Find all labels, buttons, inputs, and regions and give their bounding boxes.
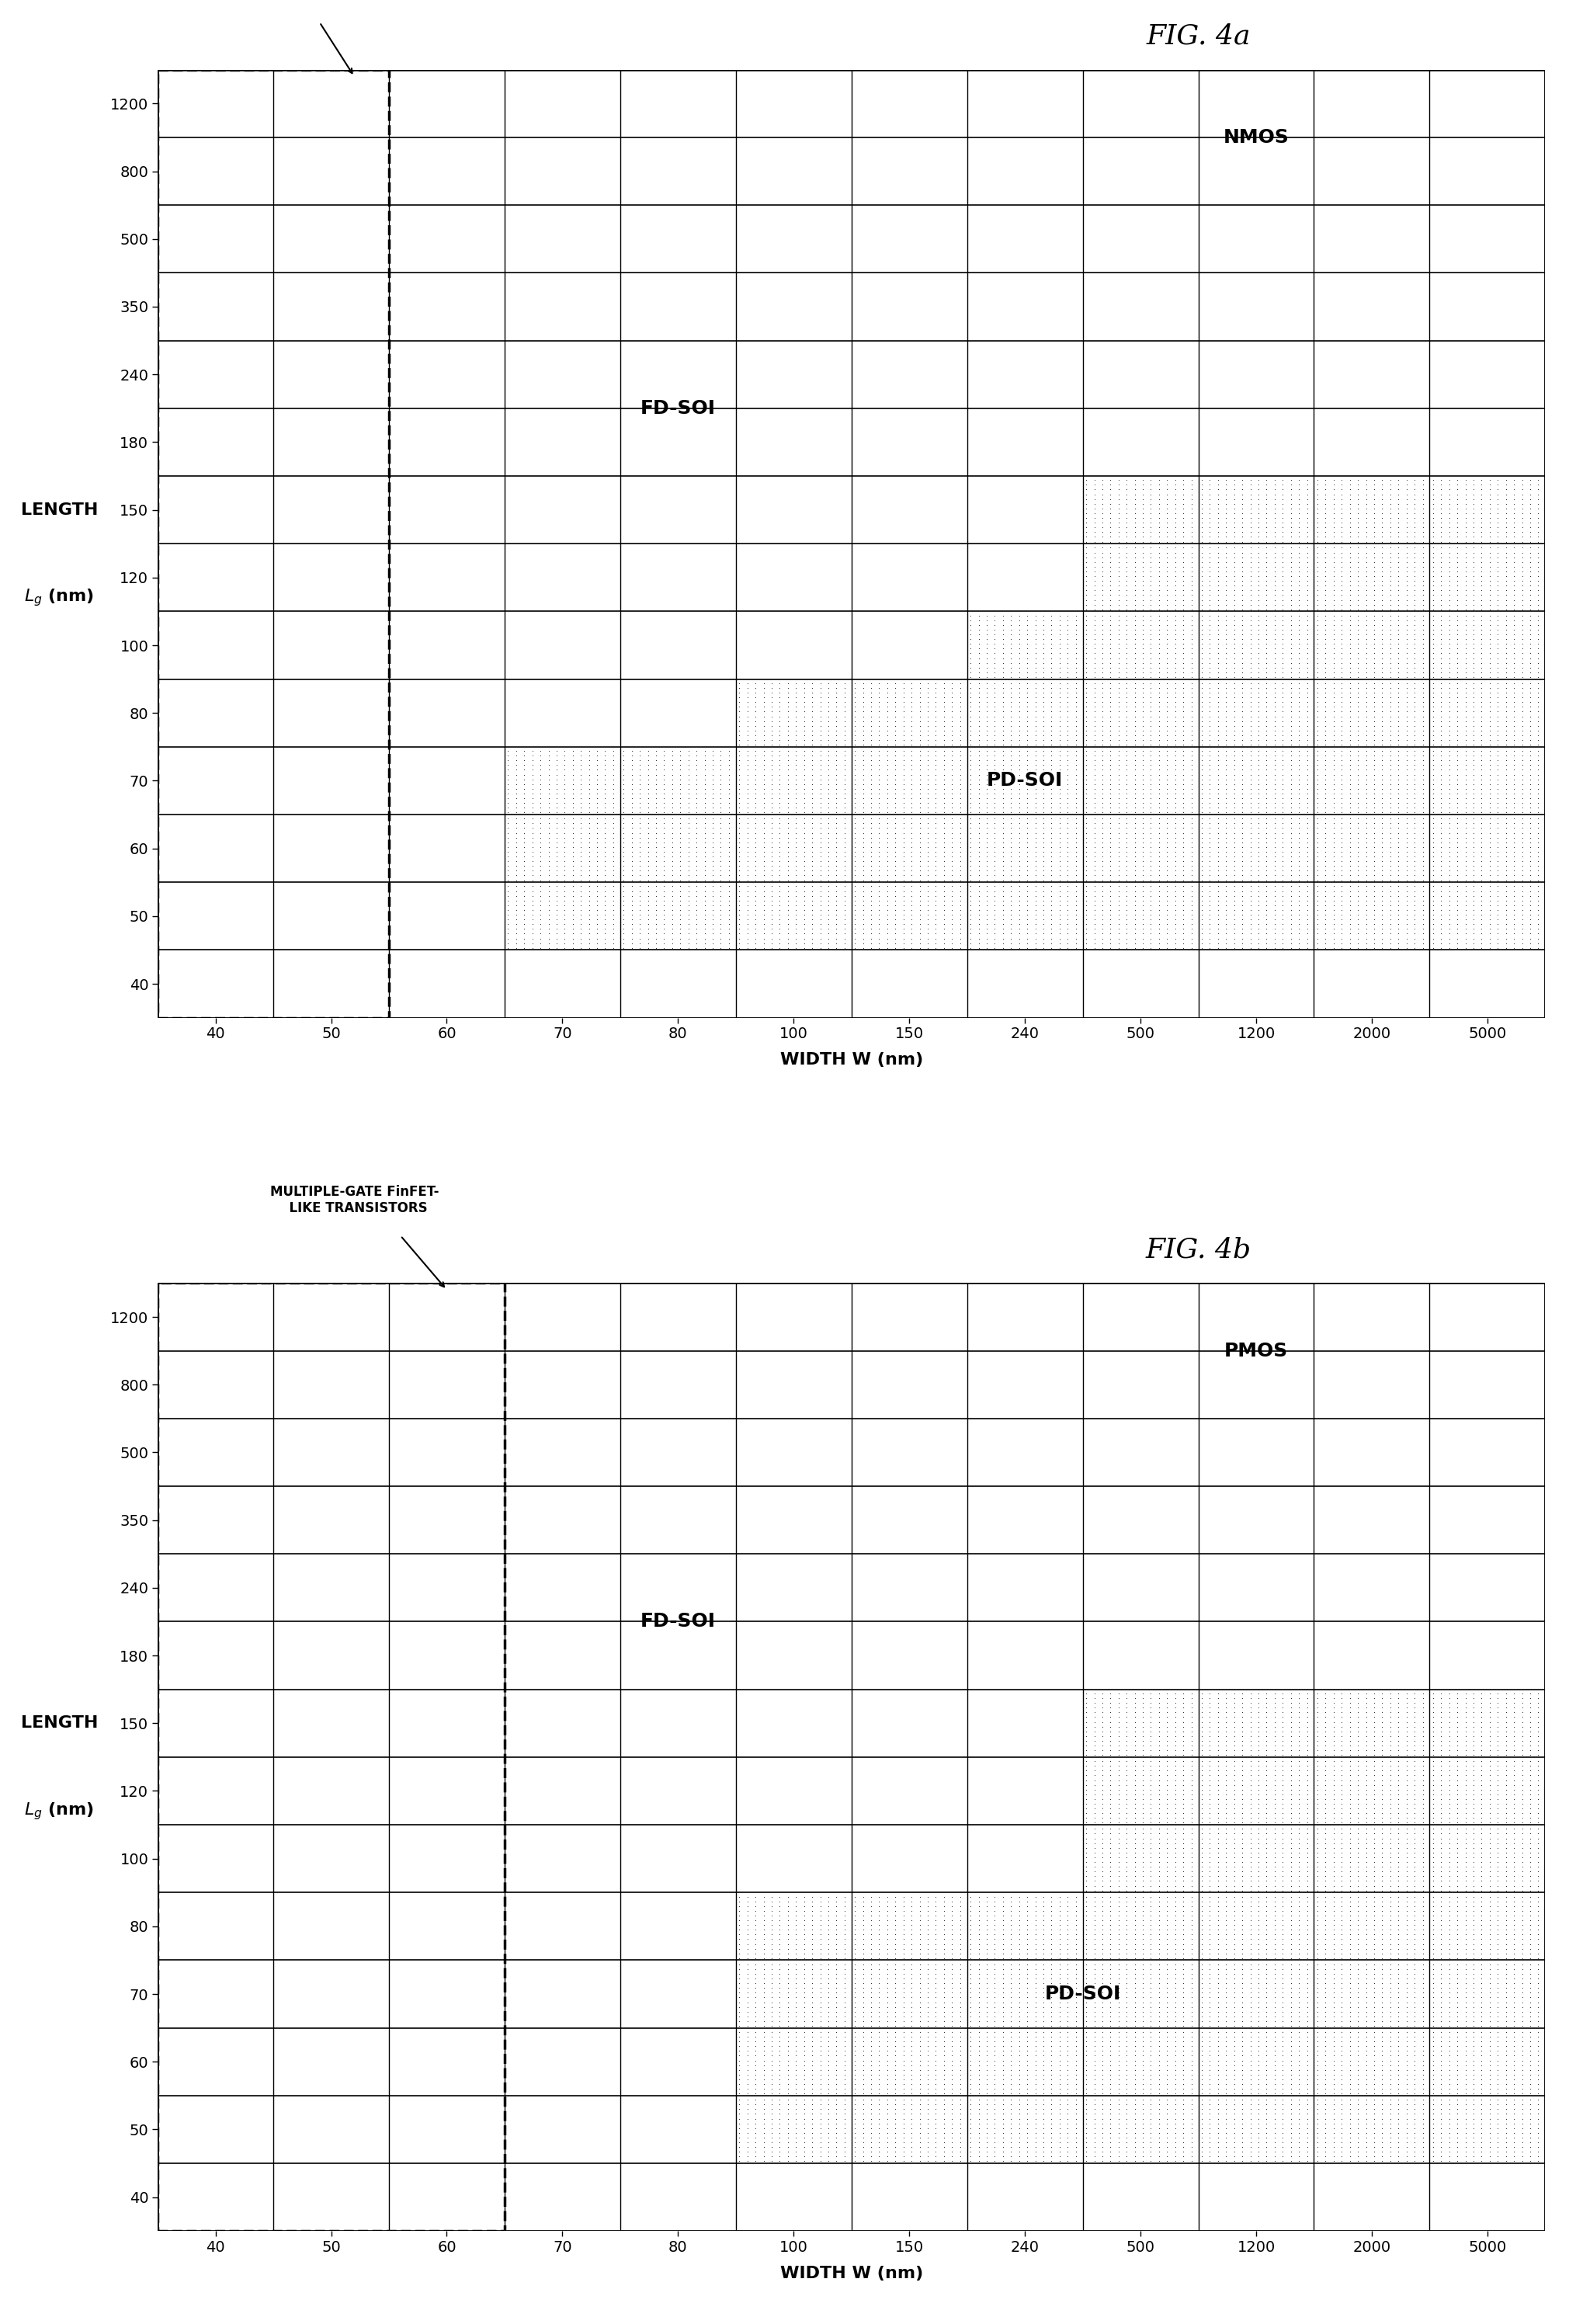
Text: MULTIPLE-GATE FinFET-
  LIKE TRANSISTORS: MULTIPLE-GATE FinFET- LIKE TRANSISTORS: [269, 1185, 438, 1215]
Text: NMOS: NMOS: [1223, 128, 1289, 146]
Text: PD-SOI: PD-SOI: [1043, 1985, 1121, 2003]
Bar: [158, 70, 389, 1018]
Text: LENGTH: LENGTH: [20, 1715, 98, 1731]
Text: PD-SOI: PD-SOI: [987, 772, 1062, 790]
Text: PMOS: PMOS: [1223, 1341, 1288, 1360]
Bar: [158, 1283, 504, 2231]
Text: FD-SOI: FD-SOI: [640, 400, 716, 418]
Text: $L_g$ (nm): $L_g$ (nm): [24, 588, 95, 609]
X-axis label: WIDTH W (nm): WIDTH W (nm): [780, 2266, 922, 2282]
Text: LENGTH: LENGTH: [20, 502, 98, 518]
Text: FD-SOI: FD-SOI: [640, 1613, 716, 1631]
Text: FIG. 4b: FIG. 4b: [1144, 1236, 1251, 1262]
Text: FIG. 4a: FIG. 4a: [1146, 23, 1250, 49]
X-axis label: WIDTH W (nm): WIDTH W (nm): [780, 1053, 922, 1069]
Text: $L_g$ (nm): $L_g$ (nm): [24, 1801, 95, 1822]
